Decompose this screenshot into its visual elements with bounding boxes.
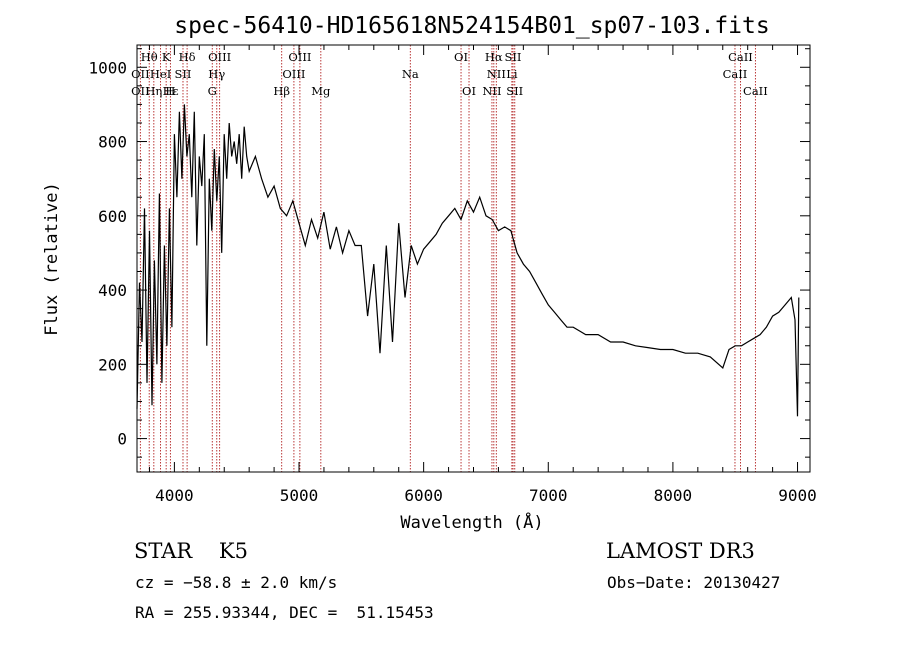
y-tick-label: 800 [98,133,127,152]
line-label: Hε [163,84,179,98]
line-label: Li [506,67,518,81]
plot-frame [136,44,811,473]
line-markers [139,45,756,472]
line-label: OII [131,84,150,98]
survey-label: LAMOST DR3 [606,539,755,563]
y-tick-label: 600 [98,207,127,226]
line-label: Mg [311,84,331,98]
coordinates-label: RA = 255.93344, DEC = 51.15453 [135,603,434,622]
y-tick-label: 1000 [88,58,127,77]
x-tick-label: 6000 [404,486,443,505]
line-label: Hγ [208,67,225,81]
line-label: OIII [282,67,305,81]
x-tick-label: 5000 [280,486,319,505]
y-tick-label: 200 [98,355,127,374]
y-tick-label: 0 [117,430,127,449]
line-label: Hα [485,50,503,64]
line-label: G [208,84,217,98]
line-label: CaII [728,50,753,64]
y-tick-label: 400 [98,281,127,300]
chart-title: spec-56410-HD165618N524154B01_sp07-103.f… [174,13,769,39]
line-label: OI [454,50,468,64]
line-label: OI [462,84,476,98]
x-axis-label: Wavelength (Å) [400,511,543,533]
line-label: OIII [208,50,231,64]
y-axis: 0 200 400 600 800 1000 [88,48,810,458]
line-label: NII [482,84,501,98]
line-label: Hη [145,84,162,98]
x-tick-label: 9000 [778,486,817,505]
object-label: STAR K5 [134,539,248,563]
obs-date-label: Obs−Date: 20130427 [607,573,781,592]
x-tick-label: 7000 [529,486,568,505]
line-label: K [162,50,171,64]
y-axis-label: Flux (relative) [42,182,62,336]
line-label: NII [487,67,506,81]
spectrum-line [136,104,800,417]
line-label: Na [402,67,419,81]
line-label: CaII [723,67,748,81]
line-label: CaII [743,84,768,98]
line-label: Hθ [141,50,158,64]
line-label: OII [131,67,150,81]
line-label: Hβ [273,84,290,98]
line-label: SII [175,67,192,81]
velocity-label: cz = −58.8 ± 2.0 km/s [135,573,338,592]
line-label: Hδ [179,50,196,64]
line-label: OIII [288,50,311,64]
x-tick-label: 4000 [155,486,194,505]
x-tick-label: 8000 [654,486,693,505]
x-axis: 4000 5000 6000 7000 8000 9000 [148,45,817,505]
line-label: SII [506,84,523,98]
line-label: SII [505,50,522,64]
line-label: H [165,84,175,98]
line-label: HeI [150,67,171,81]
series-group [136,104,800,417]
